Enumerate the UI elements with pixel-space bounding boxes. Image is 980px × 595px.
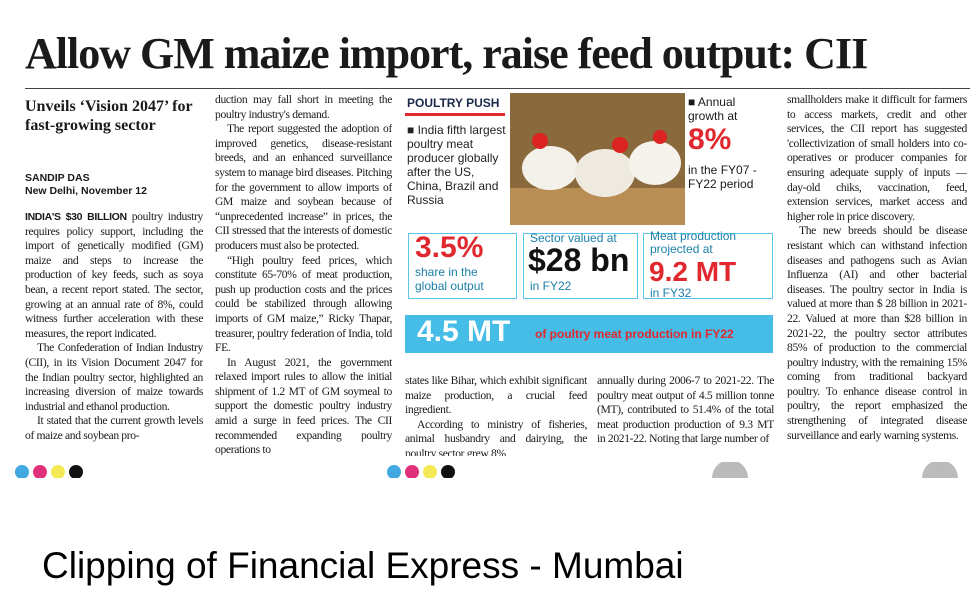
paragraph: INDIA'S $30 BILLION poultry industry req… [25,210,203,341]
dot [712,462,748,478]
paragraph: smallholders make it difficult for farme… [787,93,967,224]
paragraph: annually during 2006-7 to 2021-22. The p… [597,374,774,447]
column: INDIA'S $30 BILLION poultry industry req… [25,210,203,455]
growth-label: ■ Annual growth at [688,95,738,123]
fact: ■ India fifth largest poultry meat produ… [407,123,506,207]
paragraph: The report suggested the adoption of imp… [215,122,392,253]
column: annually during 2006-7 to 2021-22. The p… [597,374,774,456]
paragraph: The new breeds should be disease resista… [787,224,967,443]
paragraph-text: duction may fall short in meeting the po… [215,93,392,121]
paragraph-text: The report suggested the adoption of imp… [215,122,392,252]
infographic: POULTRY PUSH ■ India fifth largest poult… [405,93,773,365]
chicken [629,141,681,185]
caption: Clipping of Financial Express - Mumbai [42,545,684,586]
share-note: share in the global output [415,265,484,293]
paragraph-text: It stated that the current growth levels… [25,414,203,442]
paragraph-text: annually during 2006-7 to 2021-22. The p… [597,374,774,446]
comb [532,133,548,149]
dot [423,465,437,478]
growth-note: in the FY07 - FY22 period [688,163,757,191]
column: duction may fall short in meeting the po… [215,93,392,455]
lead: INDIA'S $30 BILLION [25,211,127,223]
column: states like Bihar, which exhibit signifi… [405,374,587,456]
paragraph-text: The Confederation of Indian Industry (CI… [25,341,203,413]
chicken [575,149,635,197]
registration-marks [15,462,958,478]
comb [653,130,667,144]
paragraph: It stated that the current growth levels… [25,414,203,443]
photo [510,93,685,225]
rule [25,88,970,89]
byline: SANDIP DAS [25,172,90,184]
sector-note: in FY22 [530,279,572,293]
paragraph-text: “High poultry feed prices, which constit… [215,253,392,355]
output-bar [405,315,773,353]
stat-box [408,233,517,299]
subhead: Unveils ‘Vision 2047’ for fast-growing s… [25,98,193,134]
paragraph: In August 2021, the government relaxed i… [215,356,392,455]
infographic-title: POULTRY PUSH [407,96,500,110]
dot [387,465,401,478]
chicken [522,146,578,190]
projection-label: Meat production projected at [650,229,737,256]
stat-box [523,233,638,299]
growth-label-text: Annual growth at [688,95,738,123]
stat-box [643,233,773,299]
growth-value: 8% [688,123,732,156]
dot [51,465,65,478]
paragraph: “High poultry feed prices, which constit… [215,254,392,356]
dateline: New Delhi, November 12 [25,185,147,197]
projection-note: in FY32 [650,286,692,300]
paragraph-text: In August 2021, the government relaxed i… [215,355,392,455]
rule [405,113,505,116]
dot [922,462,958,478]
fact-text: India fifth largest poultry meat produce… [407,123,506,207]
dot [405,465,419,478]
headline: Allow GM maize import, raise feed output… [25,29,868,78]
dot [69,465,83,478]
paragraph-text: According to ministry of fisheries, anim… [405,417,587,456]
output-value: 4.5 MT [417,315,511,348]
paragraph: The Confederation of Indian Industry (CI… [25,341,203,414]
comb [612,137,628,153]
dot [15,465,29,478]
paragraph-text: smallholders make it difficult for farme… [787,93,967,223]
column: smallholders make it difficult for farme… [787,93,967,455]
paragraph-text: poultry industry requires policy support… [25,210,203,340]
paragraph-text: states like Bihar, which exhibit signifi… [405,374,587,417]
paragraph: duction may fall short in meeting the po… [215,93,392,122]
dot [33,465,47,478]
sector-label: Sector valued at [530,231,617,245]
sector-value: $28 bn [528,242,630,278]
paragraph: states like Bihar, which exhibit signifi… [405,374,587,418]
paragraph-text: The new breeds should be disease resista… [787,224,967,442]
projection-value: 9.2 MT [649,256,737,287]
dot [441,465,455,478]
output-note: of poultry meat production in FY22 [535,327,734,341]
share-value: 3.5% [415,231,484,264]
paragraph: According to ministry of fisheries, anim… [405,418,587,456]
